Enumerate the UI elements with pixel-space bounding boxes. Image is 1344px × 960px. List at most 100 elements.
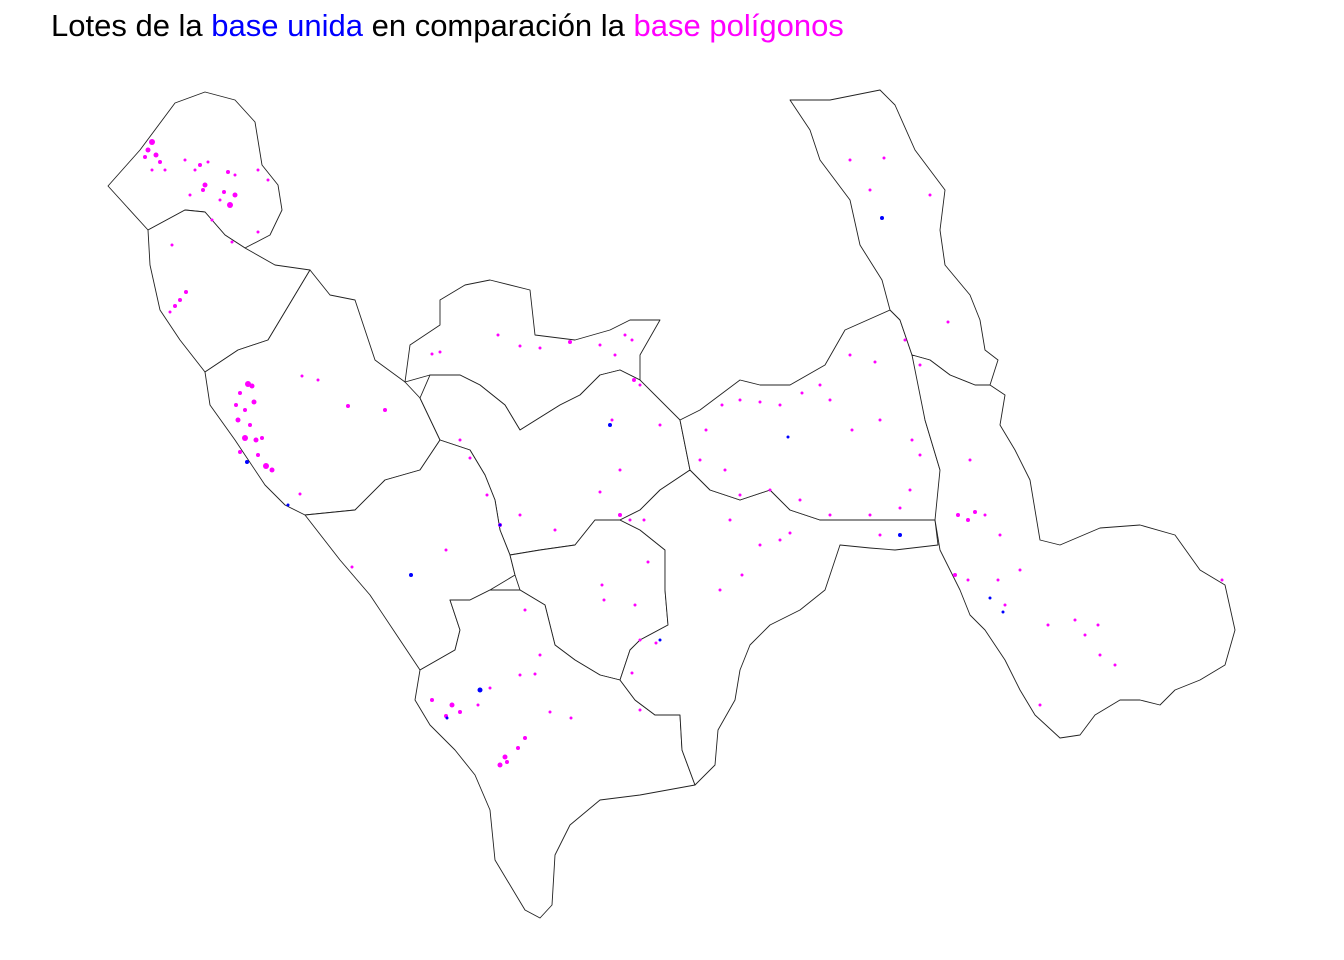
lote-poligono-marker	[188, 193, 192, 197]
lote-poligono-marker	[610, 418, 614, 422]
lote-poligono-marker	[458, 710, 462, 714]
lote-poligono-marker	[242, 435, 248, 441]
lote-unida-marker	[658, 638, 662, 642]
lote-poligono-marker	[633, 603, 637, 607]
lote-poligono-marker	[798, 498, 802, 502]
lote-poligono-marker	[145, 147, 151, 153]
lote-poligono-marker	[143, 155, 147, 159]
lote-poligono-marker	[618, 513, 622, 517]
lote-poligono-marker	[882, 156, 886, 160]
lote-poligono-marker	[198, 163, 202, 167]
lote-poligono-marker	[553, 528, 557, 532]
lote-poligono-marker	[316, 378, 320, 382]
lote-poligono-marker	[1073, 618, 1077, 622]
lote-poligono-marker	[628, 518, 632, 522]
lote-poligono-marker	[1003, 603, 1007, 607]
lote-poligono-marker	[170, 243, 174, 247]
lote-unida-marker	[245, 460, 249, 464]
lote-poligono-marker	[778, 538, 782, 542]
title-highlight-base-poligonos: base polígonos	[633, 8, 844, 43]
lote-poligono-marker	[613, 353, 617, 357]
lote-poligono-marker	[260, 436, 264, 440]
province-east-central	[679, 309, 941, 521]
lote-poligono-marker	[598, 343, 602, 347]
lote-poligono-marker	[256, 230, 260, 234]
lote-poligono-marker	[518, 673, 522, 677]
lote-poligono-marker	[848, 158, 852, 162]
lote-poligono-marker	[910, 438, 914, 442]
lote-poligono-marker	[618, 468, 622, 472]
lote-poligono-marker	[642, 518, 646, 522]
lote-poligono-marker	[256, 453, 260, 457]
lote-poligono-marker	[918, 453, 922, 457]
lote-poligono-marker	[1220, 578, 1224, 582]
lote-poligono-marker	[232, 192, 238, 198]
lote-poligono-marker	[193, 168, 197, 172]
lote-poligono-marker	[878, 533, 882, 537]
lote-poligono-marker	[1113, 663, 1117, 667]
lote-poligono-marker	[201, 188, 205, 192]
title-highlight-base-unida: base unida	[211, 8, 363, 43]
lote-poligono-marker	[548, 710, 552, 714]
lote-poligono-marker	[485, 493, 489, 497]
lote-poligono-marker	[227, 202, 233, 208]
lote-poligono-marker	[183, 158, 187, 162]
lote-poligono-marker	[202, 182, 208, 188]
lote-poligono-marker	[150, 168, 154, 172]
lote-poligono-marker	[234, 403, 238, 407]
lote-poligono-marker	[738, 398, 742, 402]
lote-poligono-marker	[488, 686, 492, 690]
lote-unida-marker	[1001, 610, 1005, 614]
lote-unida-marker	[286, 503, 290, 507]
lote-poligono-marker	[828, 398, 832, 402]
lote-poligono-marker	[184, 290, 188, 294]
lote-poligono-marker	[983, 513, 987, 517]
lote-poligono-marker	[728, 518, 732, 522]
lote-poligono-marker	[266, 178, 270, 182]
lote-poligono-marker	[173, 304, 177, 308]
lote-poligono-marker	[1038, 703, 1042, 707]
lote-poligono-marker	[568, 340, 572, 344]
title-text-1: Lotes de la	[51, 8, 212, 43]
lote-poligono-marker	[300, 374, 304, 378]
lote-poligono-marker	[438, 350, 442, 354]
lote-poligono-marker	[523, 736, 527, 740]
lote-poligono-marker	[704, 428, 708, 432]
lote-poligono-marker	[444, 548, 448, 552]
lote-poligono-marker	[168, 310, 172, 314]
lote-poligono-marker	[878, 418, 882, 422]
lote-poligono-marker	[632, 378, 636, 382]
lote-poligono-marker	[226, 170, 230, 174]
lote-poligono-marker	[828, 513, 832, 517]
lote-poligono-marker	[723, 468, 727, 472]
lote-poligono-marker	[350, 565, 354, 569]
lote-poligono-marker	[1083, 633, 1087, 637]
lote-poligono-marker	[468, 456, 472, 460]
lote-poligono-marker	[210, 218, 214, 222]
lotes-base-unida	[245, 216, 1005, 720]
lote-poligono-marker	[918, 363, 922, 367]
lote-poligono-marker	[1018, 568, 1022, 572]
lote-unida-marker	[445, 716, 449, 720]
lote-poligono-marker	[497, 762, 503, 768]
lote-poligono-marker	[502, 754, 508, 760]
lote-poligono-marker	[245, 381, 251, 387]
lote-poligono-marker	[973, 510, 977, 514]
lote-poligono-marker	[903, 338, 907, 342]
lote-poligono-marker	[768, 488, 772, 492]
lote-poligono-marker	[623, 333, 627, 337]
lote-poligono-marker	[476, 703, 480, 707]
lote-poligono-marker	[269, 467, 275, 473]
province-east	[911, 354, 1236, 739]
lote-poligono-marker	[740, 573, 744, 577]
lote-poligono-marker	[430, 352, 434, 356]
lote-poligono-marker	[238, 450, 242, 454]
lote-poligono-marker	[646, 560, 650, 564]
lote-poligono-marker	[800, 391, 804, 395]
lote-poligono-marker	[206, 160, 210, 164]
lote-poligono-marker	[598, 490, 602, 494]
lote-unida-marker	[880, 216, 884, 220]
lote-poligono-marker	[1098, 653, 1102, 657]
lote-unida-marker	[786, 435, 790, 439]
lote-poligono-marker	[738, 493, 742, 497]
